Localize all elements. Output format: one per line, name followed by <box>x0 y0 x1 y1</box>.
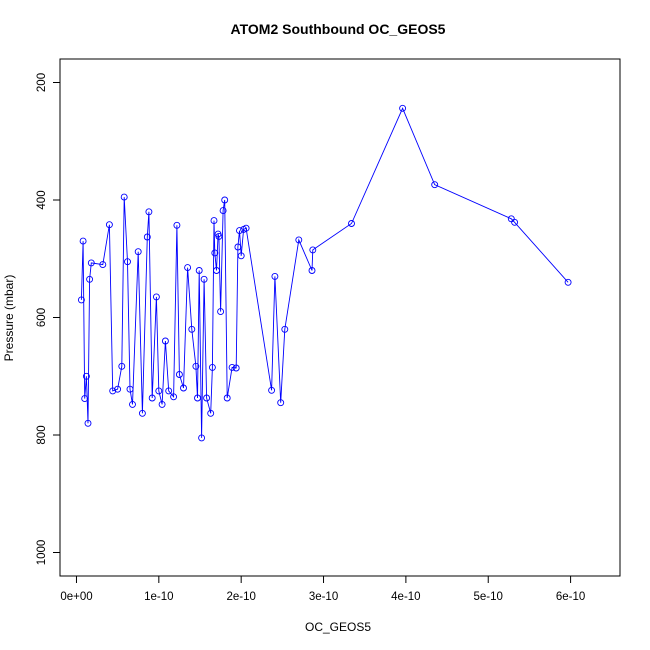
data-point <box>217 308 225 316</box>
data-point <box>277 399 285 407</box>
data-point <box>86 275 94 283</box>
data-point <box>81 395 89 403</box>
data-point <box>173 221 181 229</box>
data-point <box>309 246 317 254</box>
x-tick-label: 1e-10 <box>144 591 173 603</box>
data-point <box>214 230 222 238</box>
data-point <box>118 362 126 370</box>
data-point <box>237 252 245 260</box>
x-tick-label: 5e-10 <box>474 591 503 603</box>
data-point <box>145 208 153 216</box>
y-tick-label: 200 <box>36 73 48 92</box>
data-point <box>79 237 87 245</box>
data-point <box>195 267 203 274</box>
data-point <box>126 385 134 393</box>
y-axis-label: Pressure (mbar) <box>2 275 16 362</box>
data-point <box>134 248 142 256</box>
data-point <box>210 217 218 225</box>
data-point <box>175 371 183 378</box>
data-point <box>219 207 227 215</box>
data-point <box>129 400 136 408</box>
data-point <box>228 363 236 371</box>
data-point <box>109 387 117 395</box>
x-tick-label: 4e-10 <box>391 591 420 603</box>
x-tick-label: 0e+00 <box>60 591 92 603</box>
data-point <box>203 394 211 402</box>
data-point <box>507 215 515 223</box>
data-point <box>295 236 303 244</box>
series-line-0 <box>80 107 569 438</box>
data-point <box>223 394 231 402</box>
data-point <box>268 386 276 394</box>
data-point <box>399 104 407 112</box>
data-point <box>148 394 156 402</box>
data-point <box>105 221 113 229</box>
chart-title: ATOM2 Southbound OC_GEOS5 <box>231 21 446 37</box>
data-point <box>143 233 151 241</box>
data-point <box>188 325 196 333</box>
data-point <box>271 272 279 280</box>
data-point <box>152 293 160 301</box>
data-point <box>431 181 439 189</box>
data-point <box>114 385 122 393</box>
data-point <box>232 364 240 372</box>
data-point <box>211 249 219 257</box>
data-point <box>82 372 90 380</box>
data-point <box>308 267 316 274</box>
y-tick-label: 400 <box>36 190 48 209</box>
y-tick-label: 800 <box>36 425 48 444</box>
data-point <box>236 227 243 235</box>
data-point <box>200 275 208 283</box>
data-point <box>194 394 201 402</box>
data-point <box>208 363 216 371</box>
y-tick-label: 600 <box>36 308 48 327</box>
data-point <box>155 387 163 395</box>
data-point <box>221 196 229 204</box>
data-point <box>240 225 248 233</box>
data-point <box>207 409 215 417</box>
data-point <box>180 384 187 392</box>
data-point <box>192 362 200 370</box>
data-point <box>84 419 92 427</box>
data-point <box>99 261 107 269</box>
data-point <box>564 278 572 286</box>
data-point <box>158 400 166 408</box>
data-point <box>170 393 178 401</box>
x-axis-label: OC_GEOS5 <box>305 620 371 634</box>
data-point <box>184 264 192 272</box>
plot-area <box>77 104 572 442</box>
data-point <box>198 434 206 442</box>
data-point <box>87 259 95 267</box>
x-tick-label: 2e-10 <box>226 591 255 603</box>
data-point <box>138 409 146 417</box>
data-point <box>348 220 355 227</box>
x-tick-label: 3e-10 <box>309 591 338 603</box>
data-point <box>281 325 289 333</box>
data-point <box>77 296 85 304</box>
data-point <box>161 337 169 345</box>
data-point <box>234 243 242 251</box>
x-axis: 0e+00 1e-10 2e-10 3e-10 4e-10 5e-10 6e-10 <box>60 575 585 603</box>
data-point <box>165 387 173 395</box>
data-point <box>120 193 128 201</box>
data-point <box>213 267 220 274</box>
x-tick-label: 6e-10 <box>556 591 585 603</box>
data-point <box>124 258 131 266</box>
y-axis: 200 400 600 800 1000 <box>36 73 61 566</box>
y-tick-label: 1000 <box>36 540 48 566</box>
